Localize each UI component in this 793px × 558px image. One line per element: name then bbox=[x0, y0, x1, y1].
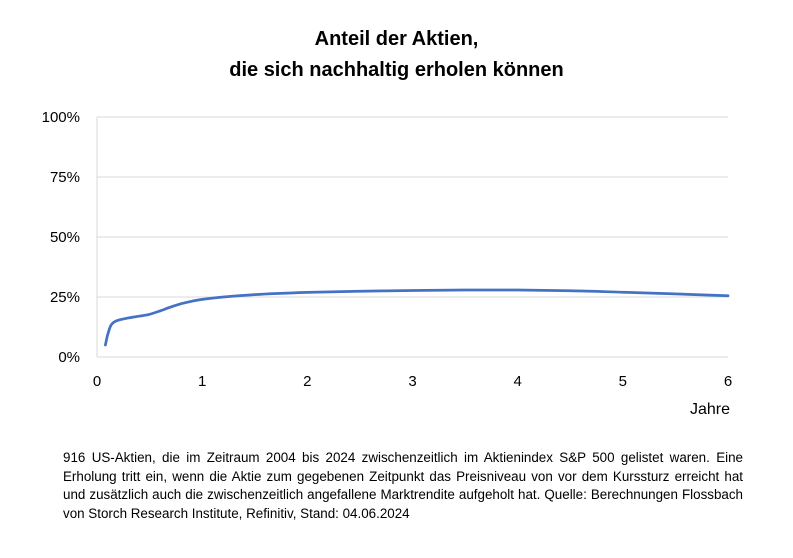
y-tick-label: 75% bbox=[50, 169, 80, 186]
x-axis-ticks: 0 1 2 3 4 5 6 bbox=[93, 373, 732, 390]
x-tick-label: 6 bbox=[724, 373, 732, 390]
y-axis-ticks: 0% 25% 50% 75% 100% bbox=[42, 109, 80, 366]
source-note: 916 US-Aktien, die im Zeitraum 2004 bis … bbox=[63, 450, 743, 521]
y-tick-label: 25% bbox=[50, 289, 80, 306]
x-tick-label: 0 bbox=[93, 373, 101, 390]
x-tick-label: 5 bbox=[619, 373, 627, 390]
line-chart: 0% 25% 50% 75% 100% 0 1 2 3 4 5 6 Jahre bbox=[42, 109, 733, 418]
x-tick-label: 3 bbox=[408, 373, 416, 390]
x-tick-label: 1 bbox=[198, 373, 206, 390]
series-group bbox=[104, 288, 730, 347]
x-axis-label: Jahre bbox=[690, 401, 730, 418]
chart-title-line-1: Anteil der Aktien, bbox=[314, 28, 479, 50]
y-tick-label: 50% bbox=[50, 229, 80, 246]
axes bbox=[96, 117, 728, 358]
grid-lines bbox=[97, 116, 728, 298]
chart-title-line-2: die sich nachhaltig erholen können bbox=[229, 59, 564, 81]
chart-title: Anteil der Aktien, die sich nachhaltig e… bbox=[0, 24, 793, 86]
y-tick-label: 100% bbox=[42, 109, 80, 126]
y-tick-label: 0% bbox=[58, 349, 80, 366]
series-line bbox=[104, 288, 730, 347]
x-tick-label: 4 bbox=[513, 373, 521, 390]
x-tick-label: 2 bbox=[303, 373, 311, 390]
